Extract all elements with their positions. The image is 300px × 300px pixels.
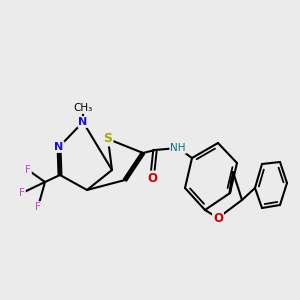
Text: CH₃: CH₃: [74, 103, 93, 113]
Text: F: F: [25, 165, 31, 175]
Text: N: N: [78, 117, 88, 127]
Text: O: O: [147, 172, 157, 184]
Text: NH: NH: [170, 143, 186, 153]
Text: O: O: [213, 212, 223, 224]
Text: N: N: [54, 142, 64, 152]
Text: F: F: [19, 188, 25, 198]
Text: F: F: [35, 202, 41, 212]
Text: S: S: [103, 133, 112, 146]
